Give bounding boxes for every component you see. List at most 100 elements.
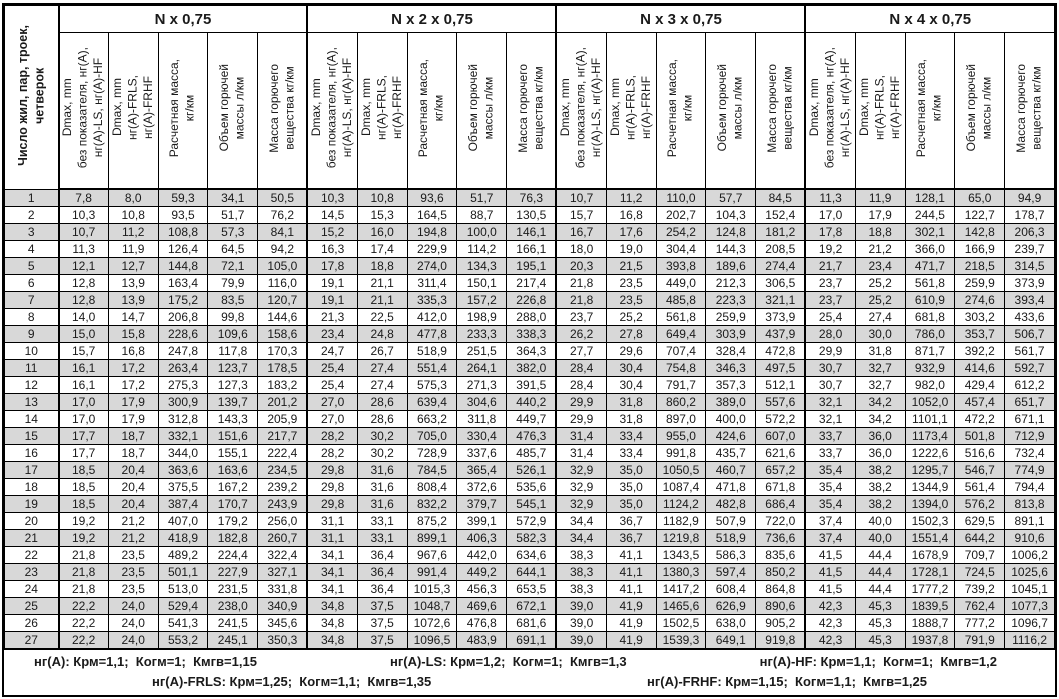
cell: 27,4	[854, 308, 906, 326]
cell: 238,0	[207, 597, 259, 615]
cell: 33,7	[804, 444, 856, 462]
cell: 31,6	[356, 461, 408, 479]
cell: 437,9	[755, 325, 806, 343]
cell: 128,1	[904, 188, 956, 207]
cell: 243,9	[257, 495, 308, 513]
cell: 105,0	[257, 257, 308, 275]
cell: 18,5	[57, 478, 109, 496]
column-header: Расчетная масса, кг/км	[904, 32, 956, 190]
cell: 681,8	[904, 308, 956, 326]
cell: 143,3	[207, 410, 259, 428]
cell: 314,5	[1004, 257, 1055, 275]
cell: 94,9	[1004, 188, 1055, 207]
cell: 34,1	[207, 188, 259, 207]
column-header-text: Объем горючей массы л/км	[466, 64, 496, 152]
cell: 28,4	[555, 359, 607, 377]
cell: 557,6	[755, 393, 806, 411]
cell: 59,3	[157, 188, 209, 207]
cell: 36,4	[356, 546, 408, 564]
cell: 393,8	[655, 257, 707, 275]
cell: 23,7	[555, 308, 607, 326]
cell: 34,1	[306, 563, 358, 581]
cell: 551,4	[406, 359, 458, 377]
cell: 18,5	[57, 461, 109, 479]
cell: 1072,6	[406, 614, 458, 632]
cell: 1050,5	[655, 461, 707, 479]
cell: 32,9	[555, 495, 607, 513]
table-row: 3 10,7 11,2 108,8 57,3 84,1 15,2 16,0 194,8 100,0…	[4, 223, 1055, 241]
cell: 27,0	[306, 410, 358, 428]
cell: 57,3	[207, 223, 259, 241]
row-number: 3	[4, 223, 59, 241]
cell: 21,2	[854, 240, 906, 258]
cell: 21,1	[356, 291, 408, 309]
cell: 15,0	[57, 325, 109, 343]
cell: 189,6	[705, 257, 757, 275]
cell: 644,2	[954, 529, 1006, 547]
cell: 45,3	[854, 614, 906, 632]
cell: 366,0	[904, 240, 956, 258]
cell: 51,7	[456, 188, 508, 207]
cell: 11,3	[804, 188, 856, 207]
row-number: 20	[4, 512, 59, 530]
cell: 15,7	[555, 206, 607, 224]
cell: 36,0	[854, 427, 906, 445]
cell: 24,8	[356, 325, 408, 343]
column-header-text: Расчетная масса, кг/км	[914, 58, 944, 158]
row-number: 14	[4, 410, 59, 428]
cell: 40,0	[854, 529, 906, 547]
row-number: 23	[4, 563, 59, 581]
cell: 18,7	[107, 427, 159, 445]
cell: 586,3	[705, 546, 757, 564]
cell: 28,6	[356, 393, 408, 411]
cell: 170,3	[257, 342, 308, 360]
cell: 31,4	[555, 444, 607, 462]
cell: 23,5	[605, 274, 657, 292]
cell: 372,6	[456, 478, 508, 496]
cell: 158,6	[257, 325, 308, 343]
cell: 13,9	[107, 291, 159, 309]
row-number: 27	[4, 631, 59, 649]
cell: 31,8	[854, 342, 906, 360]
cell: 25,4	[804, 308, 856, 326]
cell: 21,1	[356, 274, 408, 292]
cell: 16,8	[605, 206, 657, 224]
cell: 218,5	[954, 257, 1006, 275]
row-number: 8	[4, 308, 59, 326]
table-row: 5 12,1 12,7 144,8 72,1 105,0 17,8 18,8 274,0 134,…	[4, 257, 1055, 275]
cell: 345,6	[257, 614, 308, 632]
column-header: Dmax, mm без показателя, нг(А), нг(А)-LS…	[306, 32, 358, 190]
cell: 424,6	[705, 427, 757, 445]
cell: 681,6	[506, 614, 557, 632]
table-row: 8 14,0 14,7 206,8 99,8 144,6 21,3 22,5 412,0 198,…	[4, 308, 1055, 326]
cell: 33,7	[804, 427, 856, 445]
cell: 1417,2	[655, 580, 707, 598]
cell: 20,4	[107, 478, 159, 496]
row-header-title-text: Число жил, пар, троек, четверок	[16, 24, 47, 166]
cell: 21,8	[555, 291, 607, 309]
cell: 489,2	[157, 546, 209, 564]
cell: 17,4	[356, 240, 408, 258]
cell: 626,9	[705, 597, 757, 615]
cell: 15,2	[306, 223, 358, 241]
cell: 25,2	[605, 308, 657, 326]
cell: 21,8	[57, 563, 109, 581]
cell: 19,1	[306, 274, 358, 292]
row-number: 25	[4, 597, 59, 615]
cell: 1045,1	[1004, 580, 1055, 598]
cell: 471,8	[705, 478, 757, 496]
cell: 389,0	[705, 393, 757, 411]
column-header-text: Dmax, mm нг(А)-FRLS, нг(А)-FRHF	[856, 75, 902, 141]
cell: 346,3	[705, 359, 757, 377]
coefficient-notes-line1: нг(А): Крм=1,1; Когм=1; Кмгв=1,15 нг(А)-…	[4, 650, 1055, 671]
cell: 23,5	[107, 546, 159, 564]
cell: 34,8	[306, 597, 358, 615]
cell: 274,6	[954, 291, 1006, 309]
cell: 328,4	[705, 342, 757, 360]
column-header: Масса горючего вещества кг/км	[1004, 32, 1055, 190]
cell: 1539,3	[655, 631, 707, 649]
cell: 12,1	[57, 257, 109, 275]
cell: 18,8	[854, 223, 906, 241]
column-header-text: Dmax, mm нг(А)-FRLS, нг(А)-FRHF	[607, 75, 653, 141]
cell: 11,3	[57, 240, 109, 258]
